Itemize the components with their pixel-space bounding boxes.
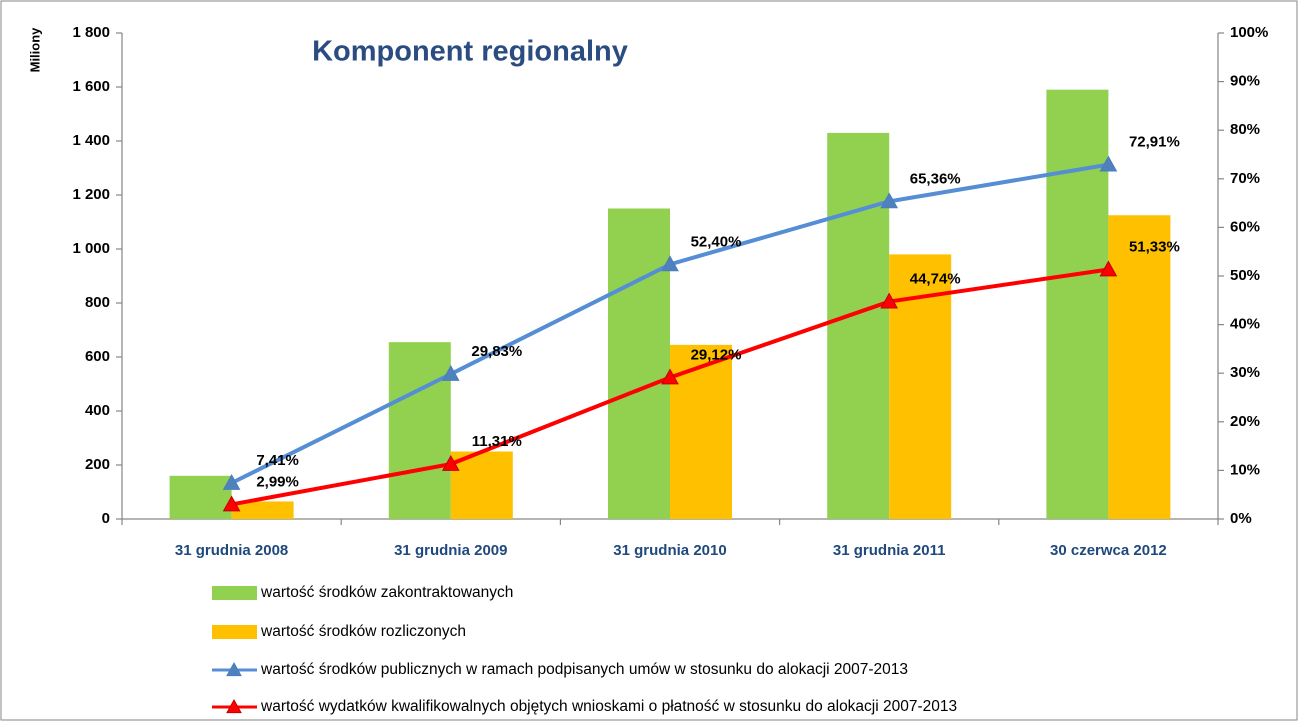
y-tick-label: 1 800: [72, 24, 110, 41]
marker: [1099, 155, 1118, 172]
legend-label: wartość środków rozliczonych: [260, 623, 466, 640]
legend-label: wartość środków publicznych w ramach pod…: [260, 661, 908, 678]
data-label: 11,31%: [472, 433, 522, 450]
marker: [222, 495, 241, 512]
chart-title: Komponent regionalny: [312, 36, 628, 68]
data-label: 52,40%: [691, 233, 742, 250]
y2-tick-label: 30%: [1230, 364, 1260, 381]
marker: [661, 368, 679, 385]
y-tick-label: 800: [85, 294, 110, 311]
marker: [441, 455, 460, 471]
bar: [608, 208, 670, 519]
y2-tick-label: 100%: [1230, 24, 1268, 41]
bar: [169, 475, 232, 519]
bar: [1046, 89, 1109, 519]
y2-tick-label: 70%: [1230, 170, 1260, 187]
data-label: 7,41%: [256, 452, 299, 469]
legend-label: wartość wydatków kwalifikowalnych objęty…: [260, 698, 957, 715]
marker: [441, 364, 460, 381]
marker: [222, 473, 241, 490]
y-tick-label: 200: [85, 456, 110, 473]
y-tick-label: 1 600: [72, 78, 110, 95]
data-label: 29,12%: [691, 346, 742, 363]
y-axis-label: Miliony: [27, 27, 42, 73]
marker: [880, 292, 899, 309]
data-label: 65,36%: [910, 170, 961, 187]
x-tick-label: 30 czerwca 2012: [1050, 542, 1167, 559]
y-tick-label: 1 200: [72, 186, 110, 203]
marker: [880, 192, 899, 209]
marker: [661, 255, 679, 272]
y2-tick-label: 60%: [1230, 218, 1260, 235]
data-label: 29,83%: [471, 343, 522, 360]
y2-tick-label: 40%: [1230, 316, 1260, 333]
bar: [388, 342, 451, 519]
data-label: 2,99%: [256, 473, 299, 490]
legend-marker: [226, 661, 242, 677]
bar: [670, 344, 732, 519]
legend-swatch: [212, 625, 257, 639]
y-tick-label: 600: [85, 348, 110, 365]
legend-marker: [226, 698, 242, 714]
y2-tick-label: 80%: [1230, 121, 1260, 138]
bar: [827, 132, 890, 519]
y-tick-label: 1 000: [72, 240, 110, 257]
data-label: 44,74%: [910, 271, 961, 288]
x-tick-label: 31 grudnia 2009: [394, 542, 507, 559]
bar: [231, 501, 294, 519]
x-tick-label: 31 grudnia 2011: [833, 542, 946, 559]
legend-label: wartość środków zakontraktowanych: [260, 584, 513, 601]
y2-tick-label: 0%: [1230, 510, 1252, 527]
y-tick-label: 0: [102, 510, 110, 527]
y2-tick-label: 20%: [1230, 413, 1260, 430]
legend-swatch: [212, 586, 257, 600]
y-tick-label: 1 400: [72, 132, 110, 149]
y-tick-label: 400: [85, 402, 110, 419]
x-tick-label: 31 grudnia 2008: [175, 542, 288, 559]
y2-tick-label: 90%: [1230, 73, 1260, 90]
marker: [1099, 260, 1118, 277]
data-label: 51,33%: [1129, 239, 1180, 256]
data-label: 72,91%: [1129, 134, 1180, 151]
y2-tick-label: 50%: [1230, 267, 1260, 284]
x-tick-label: 31 grudnia 2010: [613, 542, 726, 559]
y2-tick-label: 10%: [1230, 461, 1260, 478]
bar: [1108, 215, 1171, 519]
bar: [450, 451, 513, 519]
